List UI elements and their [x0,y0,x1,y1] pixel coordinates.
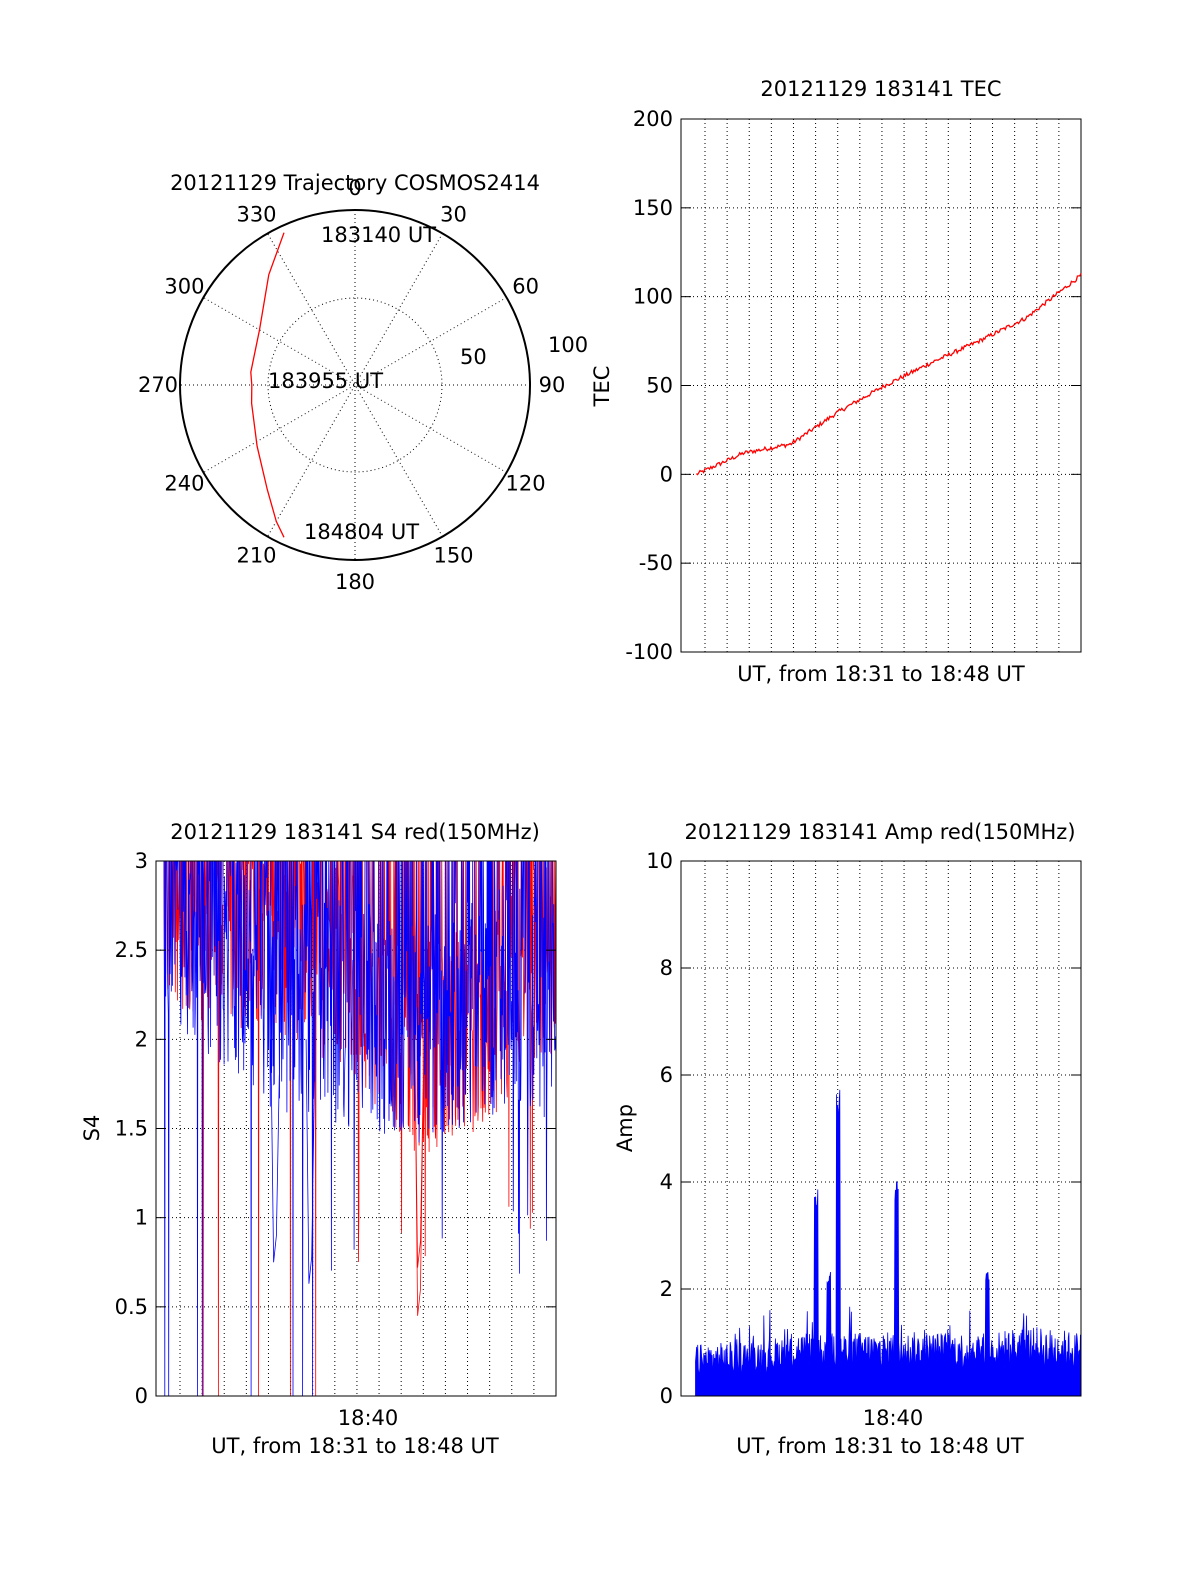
y-tick-label: 2.5 [115,938,148,962]
polar-annotation-mid: 183955 UT [268,369,383,393]
y-tick-label: 0 [660,462,673,486]
amp-y-tick-labels: 10 8 6 4 2 0 [646,849,1081,1408]
y-tick-label: 4 [660,1170,673,1194]
polar-azimuth-label: 270 [138,373,178,397]
s4-blue-series-line [163,861,556,1396]
s4-y-tick-labels: 3 2.5 2 1.5 1 0.5 0 [115,849,556,1408]
y-tick-label: 0 [135,1384,148,1408]
y-tick-label: 2 [135,1027,148,1051]
polar-azimuth-labels: 0 30 60 90 120 150 180 210 240 270 300 330 [138,176,565,594]
polar-azimuth-label: 150 [433,544,473,568]
tec-y-tick-labels: 200 150 100 50 0 -50 -100 [625,107,1081,664]
polar-trajectory-chart: 20121129 Trajectory COSMOS2414 0 30 60 90 12… [138,171,588,594]
polar-azimuth-label: 30 [440,202,467,226]
polar-azimuth-label: 180 [335,570,375,594]
y-tick-label: 1.5 [115,1117,148,1141]
polar-radial-label-50: 50 [460,345,487,369]
y-tick-label: 8 [660,956,673,980]
polar-azimuth-label: 90 [539,373,566,397]
tec-grid [681,119,1081,652]
tec-x-axis-label: UT, from 18:31 to 18:48 UT [737,662,1025,686]
tec-series-line [696,273,1082,476]
s4-y-axis-label: S4 [80,1115,104,1142]
amp-series-line [695,1089,1081,1396]
y-tick-label: 2 [660,1277,673,1301]
tec-chart: 20121129 183141 TEC 200150100500-50-100 … [590,77,1082,686]
y-tick-label: 100 [633,285,673,309]
amp-title: 20121129 183141 Amp red(150MHz) [684,820,1075,844]
y-tick-label: 1 [135,1206,148,1230]
polar-azimuth-label: 120 [506,472,546,496]
polar-azimuth-label: 210 [236,544,276,568]
polar-title: 20121129 Trajectory COSMOS2414 [170,171,540,195]
s4-x-axis-label: UT, from 18:31 to 18:48 UT [211,1434,499,1458]
y-tick-label: 0 [660,1384,673,1408]
amp-x-axis-label: UT, from 18:31 to 18:48 UT [736,1434,1024,1458]
polar-azimuth-label: 60 [512,275,539,299]
polar-trajectory-line [250,232,285,538]
y-tick-label: 3 [135,849,148,873]
polar-annotation-end: 184804 UT [304,520,419,544]
amp-y-axis-label: Amp [613,1104,637,1152]
tec-y-axis-label: TEC [590,366,614,408]
amp-x-tick-label: 18:40 [863,1406,924,1430]
y-tick-label: 50 [646,374,673,398]
s4-chart: 20121129 183141 S4 red(150MHz) 3 2.5 2 1.5 1… [80,820,557,1458]
y-tick-label: 10 [646,849,673,873]
amp-plot-frame [680,860,1082,1397]
y-tick-label: 6 [660,1063,673,1087]
y-tick-label: 200 [633,107,673,131]
y-tick-label: 150 [633,196,673,220]
amp-chart: 20121129 183141 Amp red(150MHz) 1086420 … [613,820,1082,1458]
polar-azimuth-label: 240 [164,472,204,496]
s4-title: 20121129 183141 S4 red(150MHz) [170,820,540,844]
y-tick-label: 0.5 [115,1295,148,1319]
amp-grid [681,861,1081,1396]
polar-radial-label-100: 100 [548,333,588,357]
polar-azimuth-label: 330 [236,202,276,226]
polar-azimuth-label: 0 [348,176,361,200]
y-tick-label: -50 [639,551,673,575]
polar-annotation-start: 183140 UT [321,223,436,247]
y-tick-label: -100 [625,640,673,664]
s4-x-tick-label: 18:40 [338,1406,399,1430]
polar-azimuth-label: 300 [164,275,204,299]
tec-title: 20121129 183141 TEC [760,77,1001,101]
